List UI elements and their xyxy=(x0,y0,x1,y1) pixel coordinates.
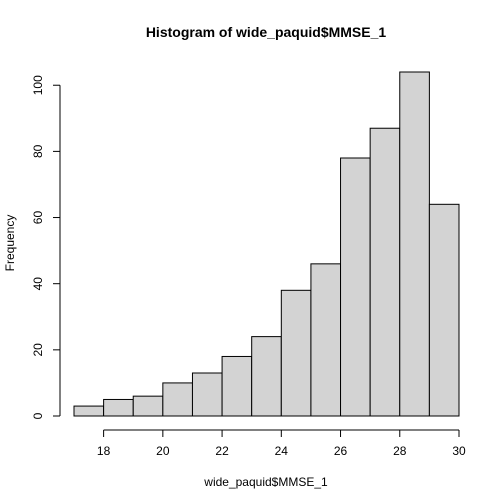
bars-group xyxy=(73,71,460,417)
histogram-bar xyxy=(162,382,193,417)
histogram-bar xyxy=(132,395,164,417)
histogram-bar xyxy=(310,263,342,417)
y-tick-label: 20 xyxy=(31,343,45,357)
y-axis: 0 20 40 60 80 100 xyxy=(31,75,61,419)
histogram-bar xyxy=(280,289,312,417)
x-tick-label: 22 xyxy=(215,444,229,458)
y-tick-label: 60 xyxy=(31,211,45,225)
histogram-bar xyxy=(428,203,460,417)
x-tick-label: 20 xyxy=(156,444,170,458)
y-tick-label: 80 xyxy=(31,144,45,158)
x-axis: 18 20 22 24 26 28 30 xyxy=(97,429,466,458)
histogram-bar xyxy=(73,405,105,417)
histogram-bar xyxy=(251,336,282,417)
x-tick-label: 24 xyxy=(275,444,289,458)
histogram-bar xyxy=(399,71,430,417)
histogram-bar xyxy=(191,372,223,417)
histogram-bar xyxy=(340,157,371,417)
y-tick-label: 100 xyxy=(31,75,45,95)
y-tick-label: 0 xyxy=(31,412,45,419)
histogram-bar xyxy=(221,355,253,417)
y-tick-label: 40 xyxy=(31,277,45,291)
chart-title: Histogram of wide_paquid$MMSE_1 xyxy=(146,24,387,40)
x-axis-label: wide_paquid$MMSE_1 xyxy=(203,475,328,489)
x-tick-label: 18 xyxy=(97,444,111,458)
x-tick-label: 30 xyxy=(452,444,466,458)
x-tick-label: 26 xyxy=(334,444,348,458)
histogram-bar xyxy=(369,127,401,417)
x-tick-label: 28 xyxy=(393,444,407,458)
histogram-bar xyxy=(103,398,134,417)
y-axis-label: Frequency xyxy=(3,215,17,272)
